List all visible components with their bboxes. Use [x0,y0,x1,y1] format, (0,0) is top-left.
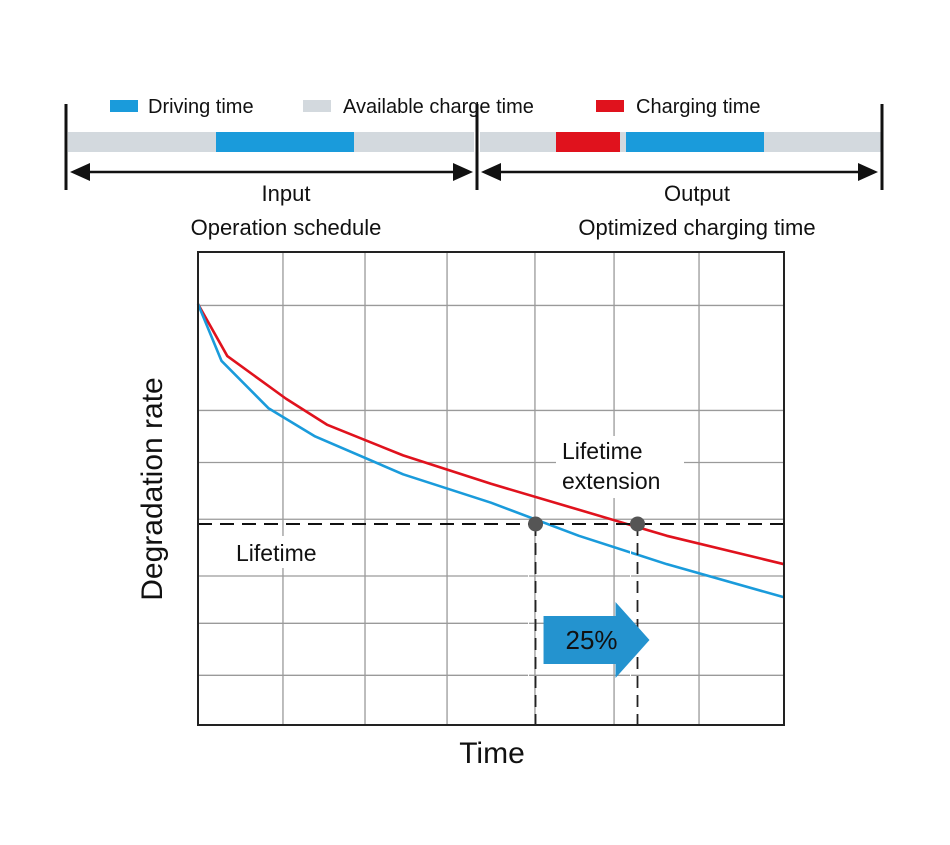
input-title: Input [262,181,311,206]
input-arrowhead-right [453,163,473,181]
lifetime-extension-arrow [543,602,650,678]
output-charging-segment [556,132,620,152]
legend-swatch-driving [110,100,138,112]
output-arrowhead-left [481,163,501,181]
legend-swatch-available [303,100,331,112]
extension-label-line2: extension [562,468,660,494]
legend-swatch-charging [596,100,624,112]
legend-label-driving: Driving time [148,96,254,118]
plot-area [198,252,784,725]
crossing-marker [630,516,645,532]
output-driving-segment [626,132,764,152]
x-axis-label: Time [459,737,525,770]
extension-percent-label: 25% [565,625,617,655]
lifetime-label-bg [232,536,336,568]
extension-label-line1: Lifetime [562,438,643,464]
crossing-marker [528,516,544,532]
plot-frame [197,251,785,726]
legend-label-charging: Charging time [636,96,761,118]
schedule-timeline: Input Operation schedule Output Optimize… [64,104,884,240]
output-arrowhead-right [858,163,878,181]
output-title: Output [664,181,730,206]
input-arrowhead-left [70,163,90,181]
legend: Driving time Available charge time Charg… [110,96,761,118]
y-axis-label: Degradation rate [136,377,169,600]
extension-label-bg [556,436,684,498]
lifetime-label: Lifetime [236,540,317,566]
legend-label-available: Available charge time [343,96,534,118]
input-subtitle: Operation schedule [191,215,382,240]
degradation-chart: 25% Lifetime Lifetime extension Degradation… [136,251,785,770]
input-driving-segment [216,132,354,152]
output-subtitle: Optimized charging time [578,215,815,240]
lifetime-overlay: 25% Lifetime Lifetime extension [198,436,784,725]
